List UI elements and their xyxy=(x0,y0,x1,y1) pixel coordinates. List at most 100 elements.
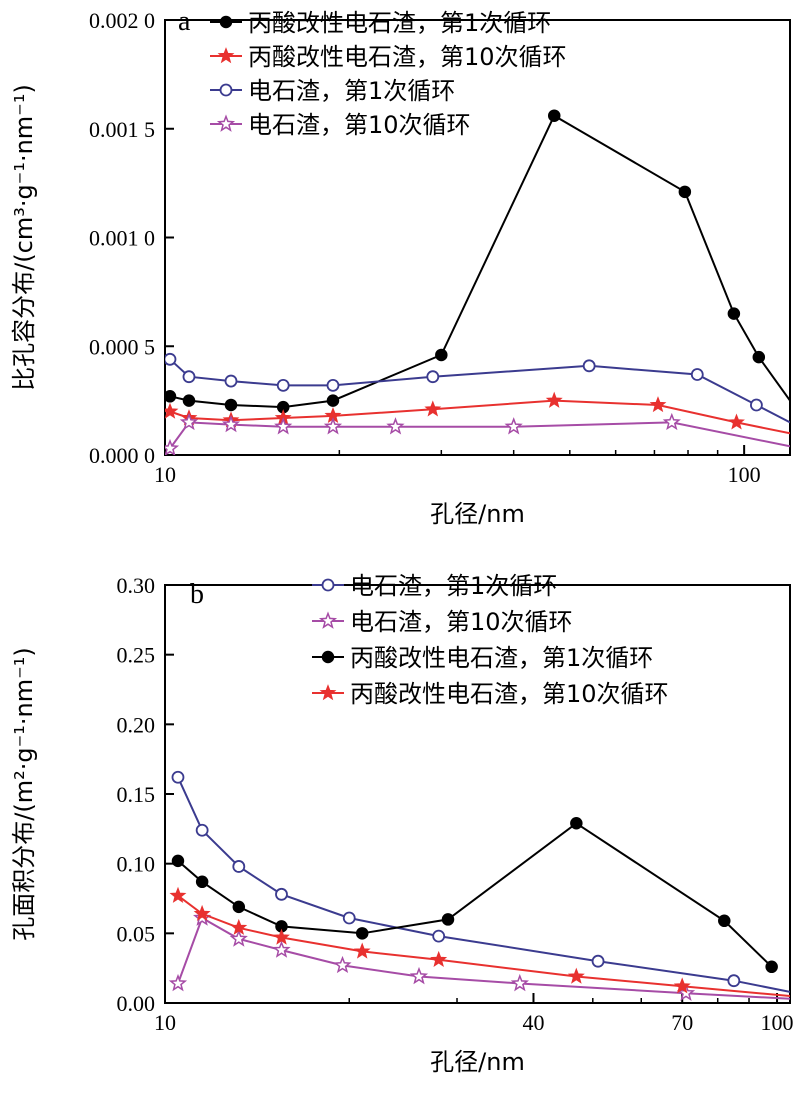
data-point xyxy=(275,887,288,901)
data-point xyxy=(326,378,340,392)
data-point xyxy=(765,960,778,974)
y-tick-label: 0.20 xyxy=(117,712,156,737)
data-point xyxy=(426,370,440,384)
legend-label: 电石渣，第1次循环 xyxy=(248,77,455,105)
x-tick-label: 100 xyxy=(761,1010,794,1035)
data-point xyxy=(333,955,352,974)
legend-marker xyxy=(321,578,335,592)
data-point xyxy=(435,348,448,362)
y-tick-label: 0.25 xyxy=(117,643,156,668)
data-point xyxy=(678,185,692,199)
legend-item: 电石渣，第1次循环 xyxy=(210,77,455,105)
y-tick-label: 0.001 0 xyxy=(89,226,155,251)
data-point xyxy=(662,412,681,431)
y-tick-label: 0.000 5 xyxy=(89,334,155,359)
data-point xyxy=(232,900,246,914)
series-line xyxy=(177,776,790,993)
data-point xyxy=(752,350,766,364)
data-point xyxy=(274,417,293,435)
data-point xyxy=(232,860,246,873)
legend-item: 电石渣，第1次循环 xyxy=(312,572,557,600)
data-point xyxy=(424,400,442,417)
y-axis-label: 孔面积分布/(m²·g⁻¹·nm⁻¹) xyxy=(10,647,38,940)
data-point xyxy=(545,391,563,408)
data-point xyxy=(165,352,177,366)
data-point xyxy=(165,390,177,403)
x-tick-label: 40 xyxy=(522,1010,544,1035)
legend-marker xyxy=(321,650,335,664)
x-tick-label: 70 xyxy=(671,1010,693,1035)
data-point xyxy=(430,950,448,968)
y-tick-label: 0.10 xyxy=(117,852,156,877)
legend-marker xyxy=(216,114,236,132)
data-point xyxy=(221,415,241,433)
data-point xyxy=(441,913,455,926)
data-point xyxy=(326,394,340,407)
legend-marker xyxy=(318,611,338,629)
data-point xyxy=(432,929,446,943)
legend-item: 丙酸改性电石渣，第10次循环 xyxy=(312,680,669,708)
data-point xyxy=(182,394,196,407)
x-axis-label: 孔径/nm xyxy=(430,500,525,528)
x-tick-label: 10 xyxy=(154,1010,176,1035)
y-tick-label: 0.15 xyxy=(117,782,156,807)
data-point xyxy=(193,904,211,922)
data-point xyxy=(165,438,180,455)
data-point xyxy=(229,929,248,947)
data-point xyxy=(195,875,209,889)
y-tick-label: 0.000 0 xyxy=(89,443,155,468)
data-point xyxy=(570,817,583,830)
legend-item: 丙酸改性电石渣，第1次循环 xyxy=(210,9,551,37)
legend-label: 电石渣，第10次循环 xyxy=(248,111,471,139)
data-point xyxy=(182,370,196,384)
data-point xyxy=(179,412,199,431)
series-2 xyxy=(168,908,790,1002)
x-tick-label: 10 xyxy=(154,462,176,487)
data-point xyxy=(510,973,529,992)
data-point xyxy=(727,974,741,988)
chart-panel-b: 0.00 0.05 0.10 0.15 0.20 0.25 0.30 10 40 70 100 孔径/… xyxy=(10,572,794,1076)
series-1 xyxy=(165,109,790,414)
data-point xyxy=(169,886,187,903)
data-point xyxy=(718,914,731,928)
data-point xyxy=(673,977,691,994)
legend-marker xyxy=(219,83,233,97)
data-point xyxy=(547,109,561,122)
data-point xyxy=(649,396,667,413)
y-tick-label: 0.00 xyxy=(117,991,156,1016)
legend-label: 丙酸改性电石渣，第1次循环 xyxy=(248,9,551,37)
series-line xyxy=(177,822,773,968)
data-point xyxy=(591,954,605,968)
data-point xyxy=(276,378,290,392)
data-point xyxy=(690,368,704,381)
legend-label: 丙酸改性电石渣，第10次循环 xyxy=(350,680,669,708)
series-4 xyxy=(165,412,790,455)
series-line xyxy=(169,399,790,435)
legend-label: 电石渣，第1次循环 xyxy=(350,572,557,600)
legend-label: 丙酸改性电石渣，第10次循环 xyxy=(248,43,567,71)
legend-label: 电石渣，第10次循环 xyxy=(350,608,573,636)
data-point xyxy=(582,359,596,373)
panel-label: a xyxy=(178,6,191,37)
series-line xyxy=(169,114,790,409)
series-4 xyxy=(169,886,790,997)
data-point xyxy=(567,967,585,984)
series-line xyxy=(169,421,790,450)
panel-label: b xyxy=(190,579,204,610)
series-line xyxy=(169,358,790,424)
data-point xyxy=(504,417,523,435)
data-point xyxy=(323,417,343,435)
data-point xyxy=(409,966,429,985)
data-point xyxy=(353,942,371,959)
data-point xyxy=(727,413,745,430)
legend-marker xyxy=(319,684,337,701)
series-3 xyxy=(171,817,778,974)
legend-item: 电石渣，第10次循环 xyxy=(210,111,471,139)
data-point xyxy=(165,402,179,419)
data-point xyxy=(750,398,763,412)
data-point xyxy=(386,417,405,435)
legend-item: 电石渣，第10次循环 xyxy=(312,608,573,636)
series-1 xyxy=(171,770,790,993)
y-tick-label: 0.30 xyxy=(117,573,156,598)
